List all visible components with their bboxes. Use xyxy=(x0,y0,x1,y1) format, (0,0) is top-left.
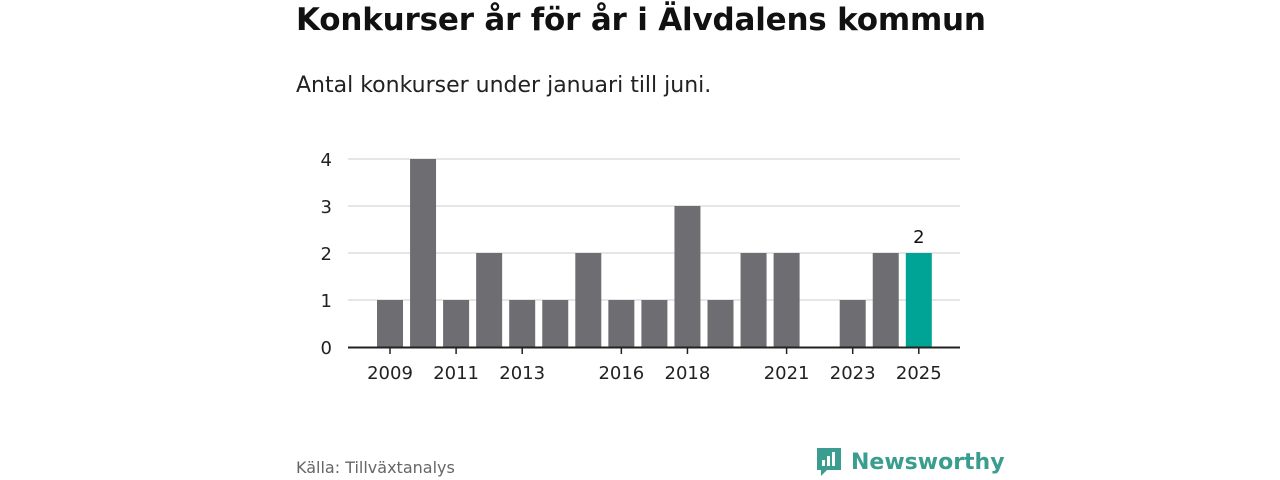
x-tick-label: 2009 xyxy=(367,363,413,384)
x-tick-label: 2018 xyxy=(665,363,711,384)
bar-2009 xyxy=(377,300,403,347)
bar-2018 xyxy=(674,206,701,347)
bar-2024 xyxy=(872,253,899,347)
bar-2021 xyxy=(773,253,800,347)
bar-2025 xyxy=(905,253,932,347)
bar-2016 xyxy=(608,300,635,347)
page-title: Konkurser år för år i Älvdalens kommun xyxy=(296,2,986,38)
y-tick-label: 2 xyxy=(321,244,332,265)
x-tick-label: 2023 xyxy=(830,363,876,384)
y-tick-label: 4 xyxy=(321,150,332,171)
x-tick-label: 2021 xyxy=(764,363,810,384)
brand-name: Newsworthy xyxy=(851,449,1005,475)
brand-logo: Newsworthy xyxy=(815,446,1005,478)
x-tick-label: 2016 xyxy=(598,363,644,384)
bar-2020 xyxy=(740,253,767,347)
y-tick-label: 3 xyxy=(321,197,332,218)
newsworthy-logo-icon xyxy=(817,448,841,476)
bar-2010 xyxy=(410,159,437,347)
bar-2011 xyxy=(443,300,470,347)
x-tick-label: 2011 xyxy=(433,363,479,384)
source-note: Källa: Tillväxtanalys xyxy=(296,458,455,477)
x-tick-label: 2013 xyxy=(499,363,545,384)
bar-2015 xyxy=(575,253,602,347)
bar-2012 xyxy=(476,253,503,347)
bar-2019 xyxy=(707,300,734,347)
data-label-2025: 2 xyxy=(913,227,924,248)
y-tick-label: 0 xyxy=(321,338,332,359)
bar-2017 xyxy=(641,300,668,347)
bar-2013 xyxy=(509,300,536,347)
bar-2014 xyxy=(542,300,569,347)
y-tick-label: 1 xyxy=(321,291,332,312)
x-tick-label: 2025 xyxy=(896,363,942,384)
page-subtitle: Antal konkurser under januari till juni. xyxy=(296,73,712,98)
bar-2023 xyxy=(839,300,866,347)
